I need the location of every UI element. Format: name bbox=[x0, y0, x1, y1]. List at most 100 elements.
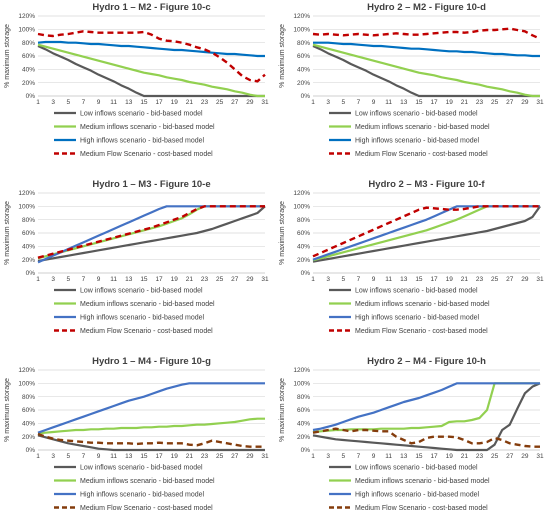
x-tick-label: 9 bbox=[97, 99, 101, 106]
series-line-1 bbox=[37, 44, 265, 98]
x-tick-label: 7 bbox=[357, 99, 361, 106]
series-line-1 bbox=[312, 205, 541, 263]
y-tick-label: 80% bbox=[297, 394, 310, 401]
x-tick-label: 21 bbox=[186, 276, 194, 283]
y-tick-label: 100% bbox=[18, 204, 35, 211]
y-tick-label: 60% bbox=[22, 230, 35, 237]
series-line-3 bbox=[313, 41, 540, 58]
legend-label: Low inflows scenario - bid-based model bbox=[80, 110, 203, 117]
chart-panel-4: Hydro 2 – M3 - Figure 10-f % maximum stor… bbox=[279, 179, 544, 335]
y-tick-label: 120% bbox=[18, 13, 35, 20]
y-tick-label: 60% bbox=[22, 407, 35, 414]
y-tick-label: 80% bbox=[297, 40, 310, 47]
y-tick-label: 0% bbox=[301, 93, 311, 100]
x-tick-label: 31 bbox=[261, 99, 269, 106]
series-line-2 bbox=[37, 43, 265, 98]
chart-panel-3: Hydro 1 – M3 - Figure 10-e % maximum stor… bbox=[4, 179, 269, 335]
x-tick-label: 13 bbox=[125, 99, 133, 106]
x-tick-label: 29 bbox=[521, 453, 529, 460]
x-tick-label: 29 bbox=[521, 99, 529, 106]
chart-title: Hydro 2 – M3 - Figure 10-f bbox=[368, 179, 485, 190]
series-line-1 bbox=[312, 44, 540, 98]
legend-label: Medium Flow Scenario - cost-based model bbox=[355, 151, 488, 158]
x-tick-label: 19 bbox=[171, 276, 179, 283]
series-line-4 bbox=[37, 432, 265, 448]
y-tick-label: 0% bbox=[26, 93, 36, 100]
x-tick-label: 17 bbox=[155, 99, 163, 106]
chart-title: Hydro 2 – M4 - Figure 10-h bbox=[367, 356, 486, 367]
x-tick-label: 1 bbox=[36, 276, 40, 283]
chart-title: Hydro 1 – M3 - Figure 10-e bbox=[92, 179, 210, 190]
legend-label: High inflows scenario - bid-based model bbox=[355, 314, 480, 321]
x-tick-label: 13 bbox=[400, 99, 408, 106]
y-tick-label: 100% bbox=[18, 381, 35, 388]
legend-label: Medium inflows scenario - bid-based mode… bbox=[80, 478, 215, 485]
x-tick-label: 21 bbox=[186, 99, 194, 106]
x-tick-label: 25 bbox=[491, 99, 499, 106]
x-tick-label: 29 bbox=[246, 276, 254, 283]
y-tick-label: 0% bbox=[301, 270, 311, 277]
x-tick-label: 1 bbox=[311, 99, 315, 106]
x-tick-label: 9 bbox=[97, 453, 101, 460]
chart-panel-2: Hydro 2 – M2 - Figure 10-d % maximum stor… bbox=[279, 2, 544, 158]
series-line-4 bbox=[37, 30, 266, 83]
y-tick-label: 40% bbox=[297, 421, 310, 428]
y-axis-label: % maximum storage bbox=[4, 201, 11, 265]
y-tick-label: 20% bbox=[22, 257, 35, 264]
x-tick-label: 5 bbox=[66, 453, 70, 460]
x-tick-label: 19 bbox=[171, 453, 179, 460]
y-tick-label: 100% bbox=[293, 381, 310, 388]
legend-label: Medium Flow Scenario - cost-based model bbox=[355, 505, 488, 512]
y-tick-label: 0% bbox=[26, 270, 36, 277]
y-tick-label: 100% bbox=[293, 27, 310, 34]
y-tick-label: 80% bbox=[22, 40, 35, 47]
y-tick-label: 40% bbox=[22, 421, 35, 428]
legend-label: Low inflows scenario - bid-based model bbox=[355, 287, 478, 294]
x-tick-label: 17 bbox=[430, 276, 438, 283]
y-tick-label: 100% bbox=[18, 27, 35, 34]
legend-label: High inflows scenario - bid-based model bbox=[355, 137, 480, 144]
x-tick-label: 7 bbox=[357, 453, 361, 460]
y-tick-label: 20% bbox=[297, 80, 310, 87]
legend-label: High inflows scenario - bid-based model bbox=[355, 491, 480, 498]
series-line-2 bbox=[312, 43, 540, 98]
x-tick-label: 5 bbox=[341, 99, 345, 106]
y-tick-label: 80% bbox=[22, 217, 35, 224]
x-tick-label: 11 bbox=[110, 453, 117, 460]
legend-label: Low inflows scenario - bid-based model bbox=[355, 110, 478, 117]
x-tick-label: 9 bbox=[97, 276, 101, 283]
series-line-3 bbox=[312, 382, 540, 432]
x-tick-label: 17 bbox=[430, 99, 438, 106]
x-tick-label: 1 bbox=[311, 276, 315, 283]
x-tick-label: 23 bbox=[201, 453, 209, 460]
x-tick-label: 23 bbox=[476, 453, 484, 460]
x-tick-label: 23 bbox=[476, 99, 484, 106]
x-tick-label: 1 bbox=[36, 99, 40, 106]
y-axis-label: % maximum storage bbox=[4, 24, 11, 88]
x-tick-label: 5 bbox=[66, 276, 70, 283]
x-tick-label: 3 bbox=[326, 453, 330, 460]
x-tick-label: 15 bbox=[140, 99, 148, 106]
y-tick-label: 40% bbox=[297, 67, 310, 74]
y-tick-label: 0% bbox=[301, 447, 311, 454]
x-tick-label: 29 bbox=[246, 453, 254, 460]
legend-label: High inflows scenario - bid-based model bbox=[80, 314, 205, 321]
legend-label: Medium inflows scenario - bid-based mode… bbox=[355, 478, 490, 485]
legend-label: Medium Flow Scenario - cost-based model bbox=[80, 328, 213, 335]
x-tick-label: 21 bbox=[461, 99, 469, 106]
x-tick-label: 23 bbox=[476, 276, 484, 283]
y-tick-label: 20% bbox=[22, 80, 35, 87]
y-tick-label: 80% bbox=[22, 394, 35, 401]
x-tick-label: 13 bbox=[125, 453, 133, 460]
x-tick-label: 3 bbox=[51, 99, 55, 106]
series-line-2 bbox=[37, 417, 265, 435]
x-tick-label: 29 bbox=[521, 276, 529, 283]
x-tick-label: 15 bbox=[415, 99, 423, 106]
x-tick-label: 7 bbox=[82, 453, 86, 460]
x-tick-label: 19 bbox=[446, 99, 454, 106]
x-tick-label: 17 bbox=[155, 453, 163, 460]
y-tick-label: 120% bbox=[18, 190, 35, 197]
x-tick-label: 3 bbox=[326, 276, 330, 283]
x-tick-label: 15 bbox=[140, 276, 148, 283]
y-tick-label: 20% bbox=[297, 434, 310, 441]
